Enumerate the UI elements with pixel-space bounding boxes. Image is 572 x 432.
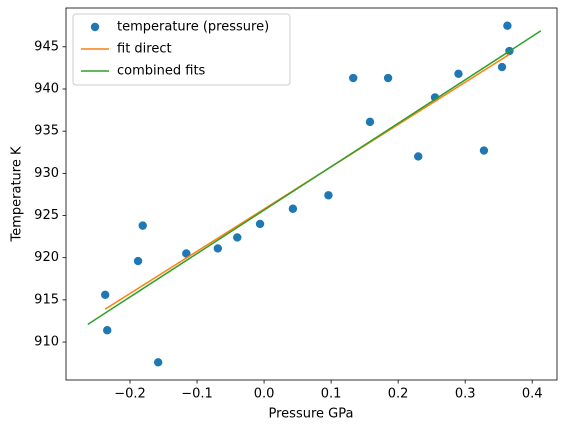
data-point xyxy=(101,290,110,300)
y-axis-label: Temperature K xyxy=(10,146,25,242)
data-point xyxy=(365,117,375,127)
data-point xyxy=(255,219,265,229)
data-point xyxy=(153,358,163,367)
x-axis-label: Pressure GPa xyxy=(269,407,354,422)
data-point xyxy=(103,326,112,335)
data-point xyxy=(138,221,147,230)
data-point xyxy=(383,73,393,83)
y-tick-label: 910 xyxy=(34,335,59,350)
y-tick-label: 935 xyxy=(34,124,59,139)
data-point xyxy=(233,233,242,242)
data-point xyxy=(454,69,463,78)
fit-line xyxy=(87,30,542,325)
x-tick-label: 0.0 xyxy=(254,387,275,402)
y-tick-label: 930 xyxy=(34,166,59,181)
y-tick-label: 920 xyxy=(34,250,59,265)
data-point xyxy=(288,204,298,213)
x-tick-label: 0.3 xyxy=(455,387,476,402)
data-point xyxy=(414,152,423,161)
data-point xyxy=(213,244,223,253)
legend-box xyxy=(72,13,291,86)
data-point xyxy=(503,21,512,30)
y-tick-label: 945 xyxy=(34,39,59,54)
y-tick-label: 940 xyxy=(34,81,59,96)
y-tick-label: 915 xyxy=(34,292,59,307)
x-tick-label: 0.1 xyxy=(321,387,342,402)
x-tick-label: −0.1 xyxy=(181,387,213,402)
legend-label: temperature (pressure) xyxy=(117,20,269,35)
data-point xyxy=(349,73,358,83)
data-point xyxy=(497,62,507,72)
y-tick-label: 925 xyxy=(34,208,59,223)
x-tick-label: 0.2 xyxy=(388,387,409,402)
data-point xyxy=(479,146,489,155)
data-point xyxy=(324,191,333,200)
data-point xyxy=(182,249,191,258)
legend-label: fit direct xyxy=(117,42,172,57)
plot-frame xyxy=(65,7,558,381)
x-tick-label: −0.2 xyxy=(114,387,146,402)
legend-swatch xyxy=(90,22,100,32)
data-point xyxy=(133,256,143,266)
legend-label: combined fits xyxy=(117,64,206,79)
x-tick-label: 0.4 xyxy=(522,387,543,402)
